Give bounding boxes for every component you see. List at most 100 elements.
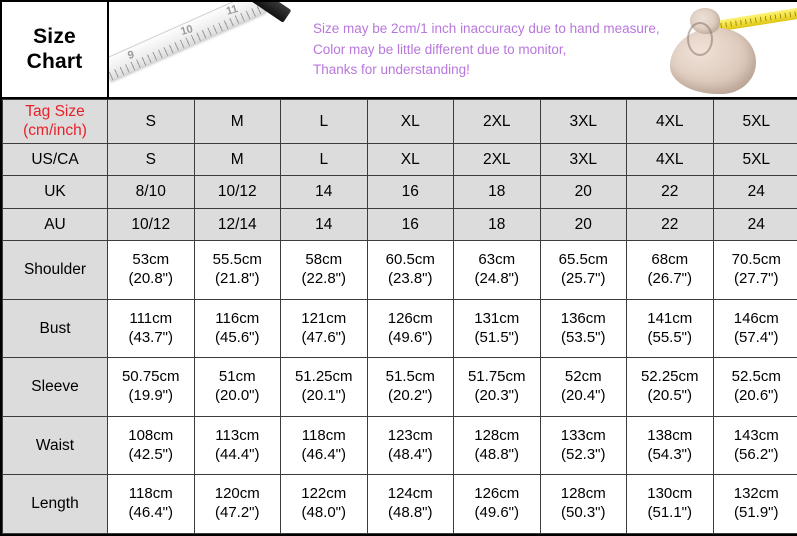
row-label-shoulder: Shoulder: [2, 240, 108, 300]
cell-bust-s: 111cm (43.7"): [107, 298, 195, 359]
cell-length-xl: 124cm (48.8"): [366, 474, 454, 534]
cell-uk-5xl: 24: [712, 175, 797, 209]
cell-au-3xl: 20: [539, 207, 627, 242]
page-title: Size Chart: [2, 2, 109, 97]
cell-sleeve-l: 51.25cm (20.1"): [280, 357, 368, 417]
row-label-uk: UK: [2, 175, 108, 209]
table-row-waist: Waist 108cm (42.5") 113cm (44.4") 118cm (46.4"…: [2, 415, 797, 476]
cell-bust-2xl: 131cm (51.5"): [453, 298, 541, 359]
cell-waist-xl: 123cm (48.4"): [366, 415, 454, 476]
cell-sleeve-5xl: 52.5cm (20.6"): [712, 357, 797, 417]
size-header-m: M: [193, 98, 281, 145]
cell-au-l: 14: [280, 207, 368, 242]
table-row-bust: Bust 111cm (43.7") 116cm (45.6") 121cm (47.6")…: [2, 298, 797, 359]
cell-uk-4xl: 22: [626, 175, 714, 209]
row-label-sleeve: Sleeve: [2, 357, 108, 417]
cell-sleeve-xl: 51.5cm (20.2"): [366, 357, 454, 417]
cell-bust-3xl: 136cm (53.5"): [539, 298, 627, 359]
cell-bust-m: 116cm (45.6"): [193, 298, 281, 359]
page-title-line1: Size: [33, 25, 76, 49]
notice-line-3: Thanks for understanding!: [313, 62, 470, 78]
cell-us-ca-m: M: [193, 143, 281, 177]
row-label-waist: Waist: [2, 415, 108, 476]
cell-au-5xl: 24: [712, 207, 797, 242]
cell-us-ca-xl: XL: [366, 143, 454, 177]
row-label-au: AU: [2, 207, 108, 242]
cell-uk-2xl: 18: [453, 175, 541, 209]
row-label-bust: Bust: [2, 298, 108, 359]
table-row-au: AU 10/12 12/14 14 16 18 20 22 24: [2, 207, 797, 242]
row-label-length: Length: [2, 474, 108, 534]
table-row-length: Length 118cm (46.4") 120cm (47.2") 122cm (48.0…: [2, 474, 797, 534]
cell-bust-5xl: 146cm (57.4"): [712, 298, 797, 359]
cell-waist-s: 108cm (42.5"): [107, 415, 195, 476]
cell-length-m: 120cm (47.2"): [193, 474, 281, 534]
cell-shoulder-5xl: 70.5cm (27.7"): [712, 240, 797, 300]
notice-line-2: Color may be little different due to mon…: [313, 41, 567, 57]
cell-length-4xl: 130cm (51.1"): [626, 474, 714, 534]
cell-uk-l: 14: [280, 175, 368, 209]
size-header-2xl: 2XL: [453, 98, 541, 145]
measurement-notice: Size may be 2cm/1 inch inaccuracy due to…: [299, 2, 660, 97]
cell-shoulder-s: 53cm (20.8"): [107, 240, 195, 300]
cell-waist-l: 118cm (46.4"): [280, 415, 368, 476]
cell-au-xl: 16: [366, 207, 454, 242]
cell-us-ca-5xl: 5XL: [712, 143, 797, 177]
cell-sleeve-4xl: 52.25cm (20.5"): [626, 357, 714, 417]
size-header-5xl: 5XL: [712, 98, 797, 145]
cell-sleeve-m: 51cm (20.0"): [193, 357, 281, 417]
table-row-shoulder: Shoulder 53cm (20.8") 55.5cm (21.8") 58cm (22.…: [2, 240, 797, 300]
cell-sleeve-2xl: 51.75cm (20.3"): [453, 357, 541, 417]
cell-au-s: 10/12: [107, 207, 195, 242]
size-header-s: S: [107, 98, 195, 145]
tag-size-label: Tag Size (cm/inch): [2, 98, 108, 145]
cell-us-ca-l: L: [280, 143, 368, 177]
cell-length-s: 118cm (46.4"): [107, 474, 195, 534]
cell-uk-s: 8/10: [107, 175, 195, 209]
chart-banner: Size Chart 9 10 11 Size may be 2cm/1 inc…: [2, 2, 797, 99]
cell-length-3xl: 128cm (50.3"): [539, 474, 627, 534]
cell-uk-m: 10/12: [193, 175, 281, 209]
cell-waist-3xl: 133cm (52.3"): [539, 415, 627, 476]
table-row-tag-size: Tag Size (cm/inch) S M L XL 2XL 3XL 4XL 5XL: [2, 98, 797, 145]
pencil-ruler-illustration: 9 10 11: [109, 2, 299, 97]
cell-sleeve-s: 50.75cm (19.9"): [107, 357, 195, 417]
cell-bust-4xl: 141cm (55.5"): [626, 298, 714, 359]
cell-us-ca-3xl: 3XL: [539, 143, 627, 177]
cell-au-2xl: 18: [453, 207, 541, 242]
table-row-uk: UK 8/10 10/12 14 16 18 20 22 24: [2, 175, 797, 209]
cell-length-2xl: 126cm (49.6"): [453, 474, 541, 534]
cell-shoulder-m: 55.5cm (21.8"): [193, 240, 281, 300]
cell-shoulder-l: 58cm (22.8"): [280, 240, 368, 300]
cell-uk-3xl: 20: [539, 175, 627, 209]
cell-bust-xl: 126cm (49.6"): [366, 298, 454, 359]
cell-shoulder-3xl: 65.5cm (25.7"): [539, 240, 627, 300]
size-header-4xl: 4XL: [626, 98, 714, 145]
cell-shoulder-2xl: 63cm (24.8"): [453, 240, 541, 300]
cell-sleeve-3xl: 52cm (20.4"): [539, 357, 627, 417]
table-row-sleeve: Sleeve 50.75cm (19.9") 51cm (20.0") 51.25cm (2…: [2, 357, 797, 417]
cell-au-4xl: 22: [626, 207, 714, 242]
table-row-us-ca: US/CA S M L XL 2XL 3XL 4XL 5XL: [2, 143, 797, 177]
cell-waist-m: 113cm (44.4"): [193, 415, 281, 476]
cell-waist-2xl: 128cm (48.8"): [453, 415, 541, 476]
size-table-body: Tag Size (cm/inch) S M L XL 2XL 3XL 4XL 5XL US/CA S…: [2, 98, 797, 534]
cell-us-ca-s: S: [107, 143, 195, 177]
cell-us-ca-4xl: 4XL: [626, 143, 714, 177]
knuckle-shape: [686, 22, 713, 56]
row-label-us-ca: US/CA: [2, 143, 108, 177]
cell-length-l: 122cm (48.0"): [280, 474, 368, 534]
cell-shoulder-4xl: 68cm (26.7"): [626, 240, 714, 300]
notice-line-1: Size may be 2cm/1 inch inaccuracy due to…: [313, 21, 660, 37]
cell-waist-4xl: 138cm (54.3"): [626, 415, 714, 476]
ruler-ticks: [109, 5, 263, 81]
hand-measuring-tape-illustration: [659, 2, 797, 97]
cell-au-m: 12/14: [193, 207, 281, 242]
size-header-xl: XL: [366, 98, 454, 145]
cell-waist-5xl: 143cm (56.2"): [712, 415, 797, 476]
cell-length-5xl: 132cm (51.9"): [712, 474, 797, 534]
cell-uk-xl: 16: [366, 175, 454, 209]
hand-icon: [669, 28, 756, 94]
size-table: Tag Size (cm/inch) S M L XL 2XL 3XL 4XL 5XL US/CA S…: [2, 98, 797, 534]
